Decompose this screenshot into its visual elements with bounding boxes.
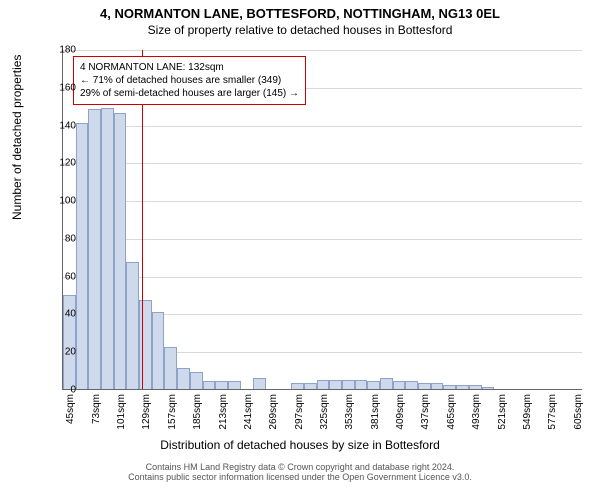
x-tick-label: 129sqm <box>141 394 152 430</box>
x-tick-label: 353sqm <box>344 394 355 430</box>
x-tick-label: 549sqm <box>522 394 533 430</box>
footer-line-2: Contains public sector information licen… <box>0 472 600 482</box>
x-tick-label: 409sqm <box>395 394 406 430</box>
plot-area: 4 NORMANTON LANE: 132sqm ← 71% of detach… <box>62 50 582 390</box>
histogram-bar <box>88 109 101 389</box>
x-tick-label: 381sqm <box>370 394 381 430</box>
histogram-bar <box>380 378 393 389</box>
histogram-bar <box>152 312 165 389</box>
histogram-bar <box>355 380 368 389</box>
annotation-line-1: 4 NORMANTON LANE: 132sqm <box>80 61 299 74</box>
histogram-bar <box>482 387 495 389</box>
histogram-bar <box>342 380 355 389</box>
histogram-bar <box>469 385 482 389</box>
histogram-bar <box>393 381 406 389</box>
y-axis-label: Number of detached properties <box>10 55 24 220</box>
x-tick-label: 213sqm <box>218 394 229 430</box>
histogram-bar <box>367 381 380 389</box>
y-tick-label: 40 <box>46 309 76 320</box>
histogram-bar <box>76 123 89 389</box>
y-tick-label: 180 <box>46 45 76 56</box>
histogram-bar <box>114 113 127 389</box>
histogram-bar <box>215 381 228 389</box>
annotation-line-2: ← 71% of detached houses are smaller (34… <box>80 74 299 87</box>
histogram-bar <box>317 380 330 389</box>
histogram-bar <box>203 381 216 389</box>
histogram-bar <box>405 381 418 389</box>
x-tick-label: 157sqm <box>167 394 178 430</box>
x-tick-label: 605sqm <box>573 394 584 430</box>
histogram-bar <box>228 381 241 389</box>
histogram-bar <box>443 385 456 389</box>
histogram-bar <box>101 108 114 389</box>
annotation-line-3: 29% of semi-detached houses are larger (… <box>80 87 299 100</box>
histogram-bar <box>329 380 342 389</box>
x-tick-label: 577sqm <box>547 394 558 430</box>
histogram-bar <box>164 347 177 389</box>
histogram-bar <box>177 368 190 389</box>
histogram-bar <box>304 383 317 389</box>
y-tick-label: 60 <box>46 271 76 282</box>
histogram-bar <box>456 385 469 389</box>
histogram-bar <box>253 378 266 389</box>
x-tick-label: 521sqm <box>497 394 508 430</box>
x-tick-label: 101sqm <box>116 394 127 430</box>
chart-container: 4, NORMANTON LANE, BOTTESFORD, NOTTINGHA… <box>0 0 600 500</box>
x-tick-label: 437sqm <box>420 394 431 430</box>
histogram-bar <box>190 372 203 389</box>
histogram-bar <box>291 383 304 389</box>
annotation-box: 4 NORMANTON LANE: 132sqm ← 71% of detach… <box>73 56 306 105</box>
y-tick-label: 80 <box>46 233 76 244</box>
footer: Contains HM Land Registry data © Crown c… <box>0 462 600 482</box>
x-tick-label: 185sqm <box>192 394 203 430</box>
x-tick-label: 45sqm <box>65 394 76 424</box>
y-tick-label: 100 <box>46 196 76 207</box>
histogram-bar <box>431 383 444 389</box>
x-tick-label: 297sqm <box>294 394 305 430</box>
x-axis-label: Distribution of detached houses by size … <box>0 438 600 452</box>
x-tick-label: 465sqm <box>446 394 457 430</box>
page-subtitle: Size of property relative to detached ho… <box>0 21 600 37</box>
x-tick-label: 269sqm <box>268 394 279 430</box>
x-tick-label: 493sqm <box>471 394 482 430</box>
x-tick-label: 241sqm <box>243 394 254 430</box>
y-tick-label: 160 <box>46 82 76 93</box>
x-tick-label: 73sqm <box>91 394 102 424</box>
page-title: 4, NORMANTON LANE, BOTTESFORD, NOTTINGHA… <box>0 0 600 21</box>
footer-line-1: Contains HM Land Registry data © Crown c… <box>0 462 600 472</box>
histogram-bar <box>126 262 139 389</box>
x-tick-label: 325sqm <box>319 394 330 430</box>
histogram-bar <box>418 383 431 389</box>
y-tick-label: 20 <box>46 347 76 358</box>
y-tick-label: 120 <box>46 158 76 169</box>
y-tick-label: 140 <box>46 120 76 131</box>
